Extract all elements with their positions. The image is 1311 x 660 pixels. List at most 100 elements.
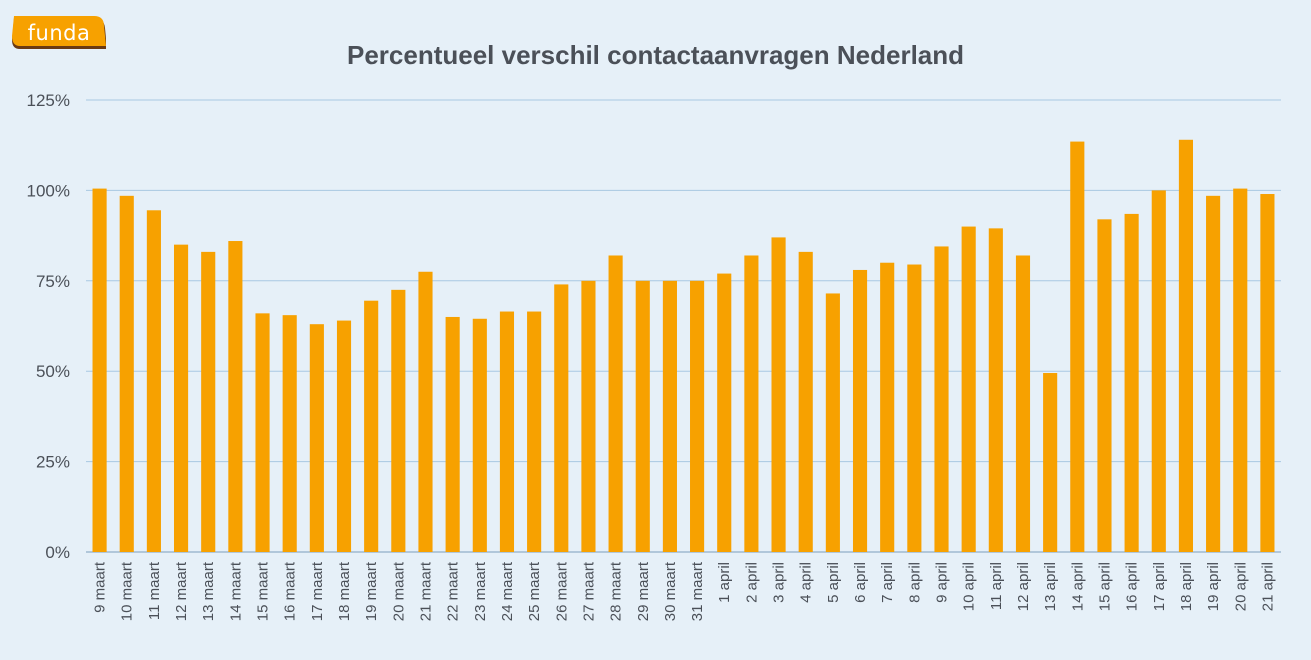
x-tick-label: 25 maart	[526, 561, 543, 621]
x-tick-label: 3 april	[771, 562, 788, 603]
x-tick-label: 10 april	[961, 562, 978, 611]
x-axis-tick-labels: 9 maart 10 maart 11 maart 12 maart 13 maart 1…	[92, 561, 1277, 621]
bar-13-april	[1043, 373, 1058, 552]
bar-30-maart	[662, 280, 677, 552]
bar-24-maart	[499, 311, 515, 552]
x-tick-label: 14 maart	[227, 561, 244, 621]
x-tick-label: 30 maart	[662, 561, 679, 621]
x-tick-label: 21 maart	[417, 561, 434, 621]
x-tick-label: 13 maart	[200, 561, 217, 621]
y-tick-label: 25%	[36, 453, 70, 472]
x-tick-label: 24 maart	[499, 561, 516, 621]
x-tick-label: 15 april	[1096, 562, 1113, 611]
bar-20-april	[1233, 188, 1248, 553]
x-tick-label: 2 april	[743, 562, 760, 603]
bar-17-maart	[309, 324, 324, 552]
bar-15-maart	[255, 313, 270, 552]
bar-2-april	[744, 255, 759, 552]
x-tick-label: 29 maart	[635, 561, 652, 621]
funda-logo[interactable]	[12, 16, 106, 50]
logo-badge-shape	[12, 16, 106, 46]
bar-27-maart	[581, 280, 596, 552]
funda-logo-text: funda	[27, 21, 91, 45]
bar-15-april	[1097, 219, 1112, 552]
x-tick-label: 11 april	[988, 562, 1005, 610]
bar-16-maart	[282, 315, 297, 552]
bar-19-april	[1206, 195, 1221, 552]
x-tick-label: 15 maart	[255, 561, 272, 621]
bar-21-maart	[418, 271, 433, 552]
bar-20-maart	[391, 289, 406, 552]
x-tick-label: 16 maart	[282, 561, 299, 621]
bar-13-maart	[201, 251, 216, 552]
x-tick-label: 16 april	[1124, 562, 1141, 611]
bar-8-april	[907, 264, 922, 552]
bars	[92, 139, 1275, 553]
x-tick-label: 22 maart	[445, 561, 462, 621]
x-tick-label: 28 maart	[608, 561, 625, 621]
x-tick-label: 27 maart	[580, 561, 597, 621]
x-tick-label: 14 april	[1069, 562, 1086, 611]
bar-12-maart	[173, 244, 189, 552]
bar-21-april	[1260, 194, 1275, 553]
bar-23-maart	[472, 318, 487, 552]
bar-17-april	[1151, 190, 1166, 552]
x-tick-label: 8 april	[906, 562, 923, 603]
x-tick-label: 9 maart	[92, 561, 109, 613]
y-tick-label: 100%	[27, 181, 70, 200]
x-tick-label: 4 april	[798, 562, 815, 603]
x-tick-label: 10 maart	[119, 561, 136, 621]
x-tick-label: 13 april	[1042, 562, 1059, 611]
y-tick-label: 50%	[36, 362, 70, 381]
chart-title: Percentueel verschil contactaanvragen Ne…	[346, 40, 965, 70]
bar-4-april	[798, 251, 813, 552]
x-tick-label: 17 april	[1151, 562, 1168, 611]
bar-1-april	[717, 273, 732, 552]
x-tick-label: 18 maart	[336, 561, 353, 621]
bar-5-april	[825, 293, 840, 552]
bar-14-april	[1070, 141, 1085, 553]
bar-11-maart	[146, 210, 161, 552]
x-tick-label: 1 april	[716, 562, 733, 603]
bar-10-april	[961, 226, 976, 552]
bar-7-april	[880, 262, 895, 552]
y-tick-label: 75%	[36, 272, 70, 291]
bar-18-april	[1178, 139, 1194, 552]
x-tick-label: 31 maart	[689, 561, 706, 621]
x-tick-label: 12 maart	[173, 561, 190, 621]
bar-9-april	[934, 246, 949, 552]
x-tick-label: 5 april	[825, 562, 842, 603]
y-tick-label: 0%	[45, 543, 70, 562]
x-tick-label: 19 april	[1205, 562, 1222, 611]
bar-9-maart	[92, 188, 107, 553]
bar-14-maart	[228, 241, 243, 553]
x-tick-label: 21 april	[1259, 562, 1276, 611]
x-tick-label: 17 maart	[309, 561, 326, 621]
bar-28-maart	[608, 255, 623, 552]
bar-6-april	[852, 269, 868, 552]
x-tick-label: 19 maart	[363, 561, 380, 621]
bar-11-april	[988, 228, 1003, 553]
bar-12-april	[1015, 255, 1031, 552]
bar-26-maart	[554, 284, 569, 552]
bar-19-maart	[364, 300, 379, 552]
x-tick-label: 23 maart	[472, 561, 489, 621]
y-axis-tick-labels: 0% 25% 50% 75% 100% 125%	[27, 91, 70, 562]
x-tick-label: 26 maart	[553, 561, 570, 621]
x-tick-label: 9 april	[934, 562, 951, 603]
bar-3-april	[771, 237, 786, 552]
bar-10-maart	[119, 195, 134, 552]
x-tick-label: 6 april	[852, 562, 869, 603]
bar-16-april	[1124, 213, 1139, 553]
x-tick-label: 11 maart	[146, 561, 163, 620]
x-tick-label: 20 april	[1232, 562, 1249, 611]
x-tick-label: 12 april	[1015, 562, 1032, 611]
x-tick-label: 7 april	[879, 562, 896, 603]
bar-25-maart	[527, 311, 542, 552]
x-tick-label: 20 maart	[390, 561, 407, 621]
bar-29-maart	[635, 280, 650, 552]
x-tick-label: 18 april	[1178, 562, 1195, 611]
y-tick-label: 125%	[27, 91, 70, 110]
bar-22-maart	[445, 316, 460, 552]
